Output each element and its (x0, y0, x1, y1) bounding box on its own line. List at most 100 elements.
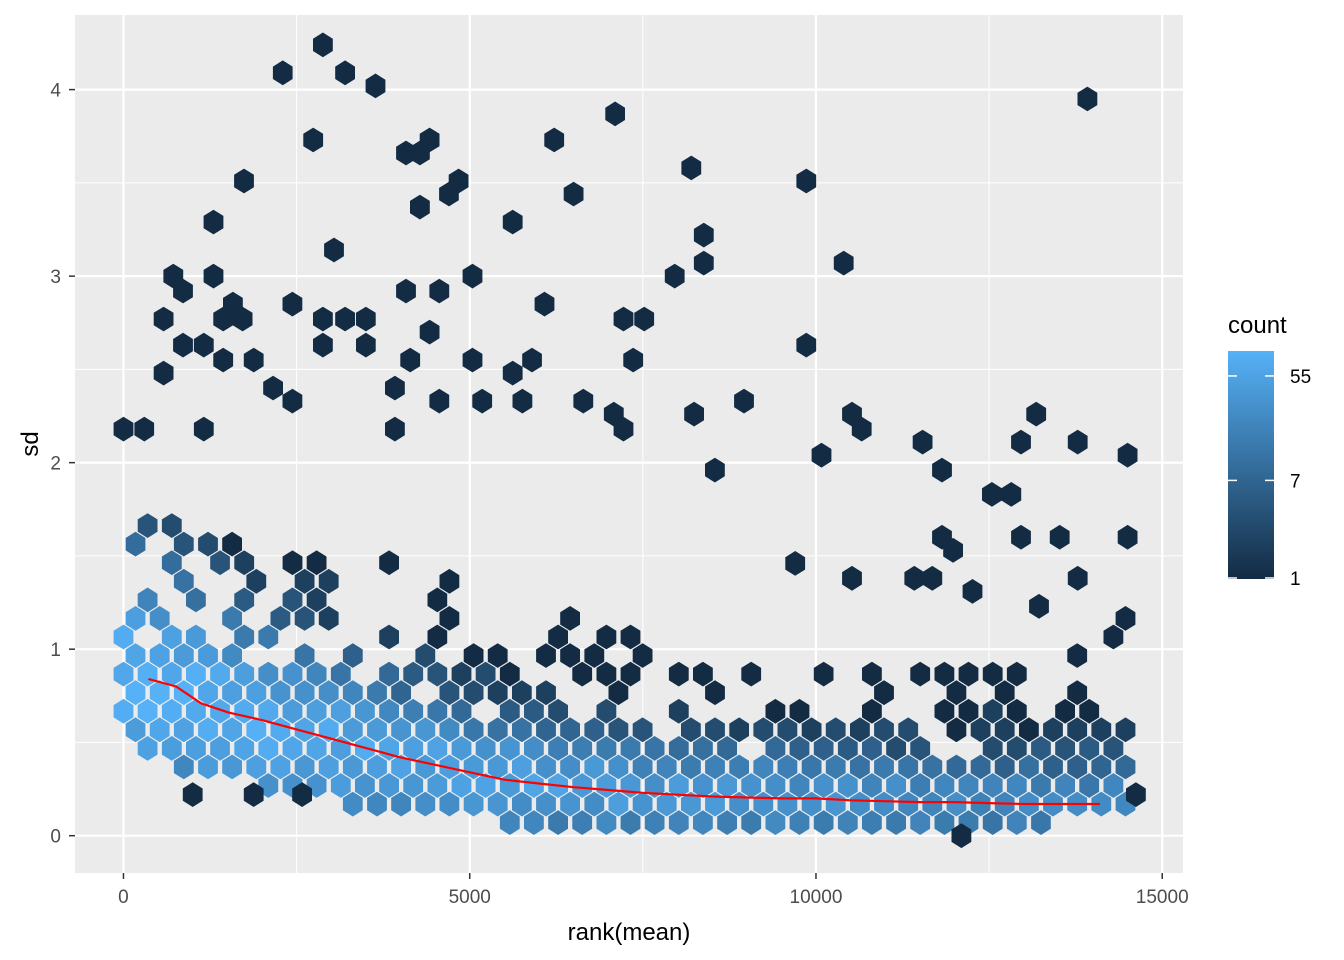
hex-cell (186, 736, 206, 761)
hex-cell (210, 661, 230, 687)
hex-cell (1031, 810, 1051, 835)
hex-cell (198, 643, 218, 668)
x-axis: 0 5000 10000 15000 (118, 873, 1189, 908)
x-axis-title: rank(mean) (568, 919, 691, 946)
hex-cell (113, 624, 134, 650)
hex-cell (681, 754, 701, 780)
hex-cell (313, 332, 333, 358)
hex-cell (137, 698, 158, 724)
hex-cell (837, 810, 858, 835)
hex-cell (391, 754, 411, 780)
hex-cell (536, 754, 556, 780)
hex-cell (705, 717, 725, 743)
x-tick-label: 10000 (790, 887, 843, 908)
hex-cell (1006, 736, 1027, 761)
hex-cell (419, 319, 440, 345)
hex-cell (632, 791, 653, 817)
hex-cell (560, 606, 580, 631)
hex-cell (813, 773, 834, 798)
hex-cell (608, 791, 629, 817)
hex-cell (970, 791, 991, 817)
hex-cell (306, 587, 327, 613)
plot-panel (75, 15, 1183, 873)
hex-cell (282, 587, 303, 613)
hex-cell (982, 482, 1002, 507)
hex-cell (306, 661, 327, 687)
hex-cell (439, 568, 460, 594)
hex-cell (813, 736, 834, 761)
hex-cell (234, 168, 254, 194)
hex-cell (994, 717, 1015, 743)
hex-cell (932, 457, 952, 483)
trend-line (148, 677, 1100, 806)
legend-tick-label: 1 (1290, 569, 1301, 590)
hex-cell (560, 643, 580, 668)
hex-cell (499, 810, 520, 835)
hex-cell (427, 736, 448, 761)
hex-cell (886, 773, 906, 798)
hex-cell (1091, 754, 1112, 780)
hex-cell (1011, 524, 1031, 550)
hex-cell (410, 140, 430, 166)
hex-cell (608, 680, 629, 706)
hex-cell (922, 791, 943, 817)
hex-cell (161, 550, 182, 576)
hex-cell (970, 754, 991, 780)
y-axis-title: sd (17, 431, 44, 456)
hex-cell (1126, 782, 1146, 807)
hex-cell (850, 717, 870, 743)
hex-cell (365, 73, 386, 99)
hex-cell (789, 773, 810, 798)
hex-cell (396, 278, 416, 304)
hex-cell (439, 717, 460, 743)
hex-cell (367, 791, 387, 817)
hex-cell (415, 643, 436, 668)
hex-cell (487, 643, 508, 668)
hex-cell (475, 773, 496, 798)
hex-cell (1115, 606, 1136, 631)
hex-cell (429, 278, 450, 304)
hex-cell (134, 416, 155, 442)
hex-cell (1043, 754, 1063, 780)
hex-cell (534, 291, 555, 317)
hex-cell (270, 606, 291, 631)
hex-cell (137, 513, 158, 538)
hex-cell (318, 754, 339, 780)
hex-cell (246, 717, 267, 743)
y-tick-label: 3 (50, 267, 61, 288)
hex-cell (193, 416, 214, 442)
hex-cell (644, 773, 665, 798)
hex-cell (656, 791, 677, 817)
hex-cell (403, 736, 424, 761)
hex-cell (125, 643, 146, 668)
hex-cell (193, 332, 214, 358)
hex-cell (1049, 524, 1070, 550)
hex-cell (684, 401, 704, 427)
hex-cell (573, 388, 594, 414)
hex-cell (234, 587, 255, 613)
hex-cell (668, 810, 689, 835)
hex-cell (644, 810, 665, 835)
hex-cell (789, 698, 810, 724)
hex-cell (958, 661, 979, 687)
hex-cell (596, 810, 617, 835)
hex-cell (705, 754, 725, 780)
hex-cell (613, 416, 634, 442)
x-tick-label: 0 (118, 887, 129, 908)
hex-cell (958, 698, 979, 724)
hex-cell (717, 773, 737, 798)
hex-cell (874, 791, 894, 817)
hex-cell (234, 661, 255, 687)
hex-cell (356, 306, 376, 332)
hex-cell (149, 643, 170, 668)
hex-cell (222, 606, 242, 631)
hex-cell (837, 736, 858, 761)
hex-cell (303, 127, 324, 153)
hex-cell (693, 661, 713, 687)
hex-cell (563, 181, 584, 207)
hex-cell (656, 754, 677, 780)
hex-cell (306, 698, 327, 724)
hex-cell (560, 717, 580, 743)
hex-cell (391, 717, 411, 743)
